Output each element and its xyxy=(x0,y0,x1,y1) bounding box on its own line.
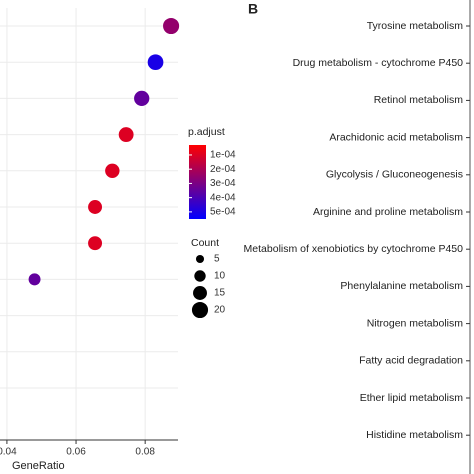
y-tick-label: Histidine metabolism xyxy=(366,429,463,441)
y-tick-label: Tyrosine metabolism xyxy=(367,20,464,32)
dot xyxy=(28,273,41,286)
size-key xyxy=(195,254,205,264)
colorbar-label: 3e-04 xyxy=(210,178,236,189)
colorbar xyxy=(189,145,206,219)
panel-label: B xyxy=(248,1,258,17)
dot xyxy=(147,54,164,71)
x-axis-label: GeneRatio xyxy=(12,460,65,472)
colorbar-label: 4e-04 xyxy=(210,192,236,203)
x-tick-label: 0.04 xyxy=(0,447,17,458)
dot xyxy=(88,236,103,251)
y-tick-label: Arginine and proline metabolism xyxy=(313,206,463,218)
color-legend-title: p.adjust xyxy=(188,126,225,138)
size-label: 15 xyxy=(214,288,226,299)
dot xyxy=(105,163,120,178)
dot xyxy=(88,200,103,214)
x-tick-label: 0.08 xyxy=(135,447,155,458)
y-tick-label: Retinol metabolism xyxy=(374,94,464,106)
colorbar-label: 5e-04 xyxy=(210,207,236,218)
y-tick-label: Arachidonic acid metabolism xyxy=(329,131,463,143)
size-key xyxy=(193,286,207,300)
y-tick-label: Phenylalanine metabolism xyxy=(340,280,463,292)
size-legend-title: Count xyxy=(191,237,219,249)
dot xyxy=(118,127,134,143)
x-tick-label: 0.06 xyxy=(66,447,86,458)
colorbar-label: 2e-04 xyxy=(210,164,236,175)
size-label: 10 xyxy=(214,271,226,282)
y-tick-label: Glycolysis / Gluconeogenesis xyxy=(326,169,463,181)
y-tick-label: Ether lipid metabolism xyxy=(360,392,464,404)
y-tick-label: Nitrogen metabolism xyxy=(367,317,464,329)
size-key xyxy=(194,270,206,282)
size-label: 5 xyxy=(214,254,220,265)
y-tick-label: Drug metabolism - cytochrome P450 xyxy=(293,57,464,69)
y-tick-label: Fatty acid degradation xyxy=(359,355,463,367)
colorbar-label: 1e-04 xyxy=(210,150,236,161)
size-label: 20 xyxy=(214,305,226,316)
dot xyxy=(163,17,180,35)
dot xyxy=(134,90,150,107)
size-key xyxy=(191,301,209,319)
y-tick-label: Metabolism of xenobiotics by cytochrome … xyxy=(244,243,464,255)
